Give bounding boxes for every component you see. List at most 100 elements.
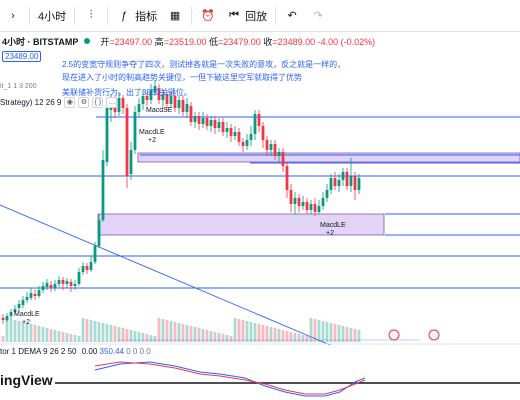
replay-button[interactable]: ⏮ 回放 <box>221 0 272 32</box>
volume-bar <box>245 321 249 342</box>
indicator-value: 0 0 0 0 <box>126 347 151 356</box>
candle-body <box>69 282 73 286</box>
annotation-line-2: 现在进入了小时的制高趋势关键位，一但下破这里空军就取得了优势 <box>62 73 302 82</box>
candle-body <box>177 100 181 108</box>
volume-bar <box>57 331 61 342</box>
volume-bar <box>133 331 137 342</box>
volume-bar <box>1 336 5 342</box>
chart-type-button[interactable]: ⫶ <box>78 0 104 32</box>
candle-body <box>93 246 97 262</box>
volume-bar <box>69 334 73 342</box>
toolbar-divider <box>275 6 277 25</box>
volume-bar <box>289 332 293 342</box>
indicator-legend[interactable]: tor 1 DEMA 9 26 2 50 0.00 350.44 0 0 0 0 <box>0 347 151 356</box>
indicator-name: tor 1 DEMA 9 26 2 50 <box>0 347 77 356</box>
settings-icon[interactable]: ⚙ <box>78 96 90 108</box>
volume-bar <box>297 334 301 342</box>
strategy-label: Strategy) 12 26 9 <box>0 97 62 107</box>
volume-bar <box>237 319 241 342</box>
volume-bar <box>81 318 85 342</box>
more-icon[interactable]: … <box>106 96 118 108</box>
candle-body <box>237 132 241 142</box>
signal-qty: +2 <box>22 319 30 326</box>
candle-body <box>33 294 37 296</box>
toolbar-divider <box>74 6 76 25</box>
signal-label: MacdSE <box>146 107 173 114</box>
candle-body <box>257 114 261 126</box>
macd-line <box>94 361 366 397</box>
alert-button[interactable]: ⏰ <box>195 0 221 32</box>
candle-body <box>289 190 293 204</box>
candle-body <box>297 198 301 206</box>
volume-bar <box>281 330 285 342</box>
flag-icon[interactable] <box>388 329 400 341</box>
indicators-icon: ƒ <box>121 9 128 22</box>
layout-button[interactable]: ▦ <box>162 0 188 32</box>
trend-line <box>0 204 331 346</box>
candle-body <box>345 172 349 186</box>
candle-body <box>153 86 157 92</box>
volume-bar <box>185 325 189 342</box>
candle-body <box>65 281 69 284</box>
candle-body <box>281 152 285 166</box>
volume-bar <box>109 325 113 342</box>
candle-body <box>81 266 85 272</box>
volume-bar <box>5 318 9 342</box>
replay-icon: ⏮ <box>229 9 240 21</box>
volume-bar <box>25 323 29 342</box>
symbol-title[interactable]: 4小时 · BITSTAMP <box>2 36 79 47</box>
candle-body <box>157 88 161 100</box>
candle-body <box>225 128 229 132</box>
volume-bar <box>261 325 265 342</box>
volume-bar <box>17 321 21 342</box>
candle-body <box>181 100 185 112</box>
candle-body <box>245 140 249 146</box>
volume-bar <box>105 324 109 342</box>
volume-bar <box>309 318 313 342</box>
tradingview-logo: ingView <box>0 372 53 388</box>
annotation-line-3: 美联储补货行为，出了3950关键位。 <box>62 88 192 97</box>
candle-body <box>53 284 57 288</box>
change-value: -4.00 (-0.02%) <box>317 36 376 47</box>
price-tag: 23489.00 <box>2 51 42 62</box>
signal-qty: +2 <box>326 230 334 237</box>
candle-body <box>5 316 9 320</box>
candle-body <box>305 202 309 210</box>
volume-bar <box>61 332 65 342</box>
toolbar-divider <box>29 6 30 25</box>
candle-body <box>229 128 233 136</box>
volume-bar <box>165 320 169 342</box>
redo-button[interactable]: ↷ <box>305 0 331 32</box>
visibility-icon[interactable]: ◉ <box>64 96 76 108</box>
candles-icon: ⫶ <box>89 9 93 21</box>
undo-button[interactable]: ↶ <box>279 0 305 32</box>
volume-bar <box>97 322 101 342</box>
flag-icon[interactable] <box>428 329 440 341</box>
volume-bar <box>329 323 333 342</box>
volume-bar <box>53 330 57 342</box>
volume-bar <box>21 322 25 342</box>
volume-bar <box>213 332 217 342</box>
volume-bar <box>157 318 161 342</box>
candle-body <box>73 284 77 286</box>
candle-body <box>173 96 177 108</box>
strategy-legend[interactable]: Strategy) 12 26 9 ◉ ⚙ { } … <box>0 96 118 108</box>
source-code-icon[interactable]: { } <box>92 96 104 108</box>
candle-body <box>205 118 209 126</box>
candle-body <box>309 204 313 210</box>
candle-body <box>333 178 337 186</box>
chevron-left-icon[interactable]: › <box>11 9 15 22</box>
volume-bar <box>253 323 257 342</box>
indicator-value: 350.44 <box>99 347 125 356</box>
close-value: =23489.00 <box>272 36 316 47</box>
signal-qty: +2 <box>148 137 156 144</box>
toolbar-divider <box>107 6 109 25</box>
indicators-button[interactable]: ƒ 指标 <box>111 0 162 32</box>
signal-label: MacdLE <box>14 311 40 318</box>
candle-body <box>77 272 81 284</box>
volume-bar <box>345 327 349 342</box>
candle-body <box>253 114 257 134</box>
volume-bar <box>13 320 17 342</box>
interval-button[interactable]: 4小时 <box>33 0 71 32</box>
